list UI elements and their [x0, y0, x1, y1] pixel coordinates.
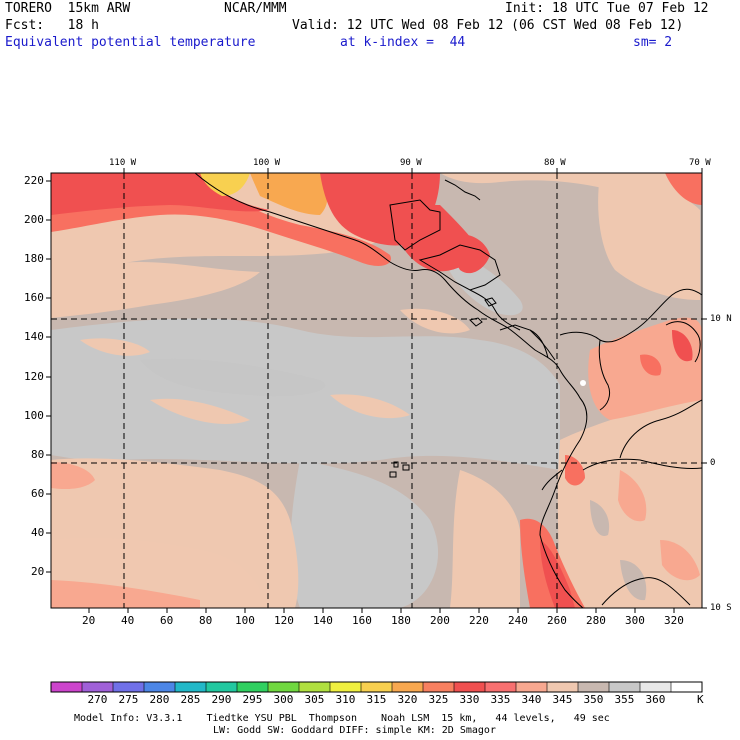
x-tick: 180 — [391, 614, 411, 627]
x-tick: 120 — [274, 614, 294, 627]
y-tick: 80 — [31, 448, 45, 461]
x-tick: 300 — [625, 614, 645, 627]
level-info: at k-index = 44 — [340, 35, 466, 50]
colorbar-label: 350 — [583, 693, 604, 706]
colorbar-swatch — [206, 682, 238, 692]
colorbar-label: 310 — [335, 693, 356, 706]
model-title: TORERO 15km ARW — [5, 1, 131, 16]
x-tick: 80 — [199, 614, 213, 627]
colorbar-label: 335 — [490, 693, 511, 706]
x-tick: 160 — [352, 614, 372, 627]
colorbar-swatch — [671, 682, 703, 692]
colorbar — [50, 681, 703, 693]
colorbar-label: 275 — [118, 693, 139, 706]
x-tick: 240 — [508, 614, 528, 627]
y-tick: 40 — [31, 526, 45, 539]
colorbar-swatch — [237, 682, 269, 692]
colorbar-label: 270 — [87, 693, 108, 706]
colorbar-label: 300 — [273, 693, 294, 706]
lon-label-110w: 110 W — [109, 158, 137, 168]
x-tick: 140 — [313, 614, 333, 627]
colorbar-swatch — [578, 682, 610, 692]
colorbar-frame — [50, 681, 703, 693]
x-tick: 220 — [469, 614, 489, 627]
x-tick: 280 — [586, 614, 606, 627]
y-tick: 120 — [24, 370, 44, 383]
colorbar-label: 305 — [304, 693, 325, 706]
center-title: NCAR/MMM — [224, 1, 287, 16]
field-name: Equivalent potential temperature — [5, 35, 256, 50]
colorbar-swatch — [330, 682, 362, 692]
colorbar-label: 280 — [149, 693, 170, 706]
colorbar-label: 290 — [211, 693, 232, 706]
colorbar-swatch — [485, 682, 517, 692]
forecast-hour: Fcst: 18 h — [5, 18, 99, 33]
grid-lines — [51, 173, 702, 608]
colorbar-swatch — [144, 682, 176, 692]
valid-time: Valid: 12 UTC Wed 08 Feb 12 (06 CST Wed … — [292, 18, 684, 33]
colorbar-label: 330 — [459, 693, 480, 706]
colorbar-swatch — [299, 682, 331, 692]
y-tick: 20 — [31, 565, 45, 578]
colorbar-label: 295 — [242, 693, 263, 706]
init-time: Init: 18 UTC Tue 07 Feb 12 — [505, 1, 709, 16]
theta-e-field — [51, 173, 702, 608]
colorbar-label: 325 — [428, 693, 449, 706]
colorbar-swatch — [423, 682, 455, 692]
model-info-line1: Model Info: V3.3.1 Tiedtke YSU PBL Thomp… — [74, 713, 610, 724]
lat-label-10n: 10 N — [710, 314, 732, 324]
y-tick: 160 — [24, 291, 44, 304]
colorbar-swatch — [516, 682, 548, 692]
lon-label-70w: 70 W — [689, 158, 711, 168]
colorbar-label: 320 — [397, 693, 418, 706]
lat-label-10s: 10 S — [710, 603, 732, 613]
y-tick: 200 — [24, 213, 44, 226]
colorbar-swatch — [175, 682, 207, 692]
colorbar-swatch — [547, 682, 579, 692]
y-tick: 180 — [24, 252, 44, 265]
colorbar-swatch — [454, 682, 486, 692]
colorbar-label: 315 — [366, 693, 387, 706]
model-info-line2: LW: Godd SW: Goddard DIFF: simple KM: 2D… — [213, 725, 496, 736]
colorbar-label: 360 — [645, 693, 666, 706]
x-tick: 20 — [82, 614, 96, 627]
x-tick: 60 — [160, 614, 174, 627]
plot-frame — [50, 172, 703, 609]
colorbar-label: 340 — [521, 693, 542, 706]
lat-label-0: 0 — [710, 458, 716, 468]
colorbar-label: 355 — [614, 693, 635, 706]
colorbar-swatch — [609, 682, 641, 692]
colorbar-swatch — [82, 682, 114, 692]
colorbar-label: 345 — [552, 693, 573, 706]
x-tick: 100 — [235, 614, 255, 627]
smoothing-info: sm= 2 — [633, 35, 673, 50]
colorbar-swatch — [640, 682, 672, 692]
colorbar-unit: K — [697, 693, 704, 706]
colorbar-swatch — [113, 682, 145, 692]
x-tick: 260 — [547, 614, 567, 627]
axis-ticks — [46, 180, 675, 613]
lon-label-80w: 80 W — [544, 158, 566, 168]
y-tick: 140 — [24, 330, 44, 343]
top-ticks — [123, 168, 707, 609]
x-tick: 200 — [430, 614, 450, 627]
colorbar-label: 285 — [180, 693, 201, 706]
x-tick: 40 — [121, 614, 135, 627]
island-marker — [580, 380, 586, 386]
colorbar-swatch — [51, 682, 83, 692]
lon-label-90w: 90 W — [400, 158, 422, 168]
coastlines — [194, 173, 702, 608]
x-tick: 320 — [664, 614, 684, 627]
y-tick: 60 — [31, 487, 45, 500]
colorbar-swatch — [392, 682, 424, 692]
colorbar-swatch — [361, 682, 393, 692]
y-tick: 100 — [24, 409, 44, 422]
colorbar-swatch — [268, 682, 300, 692]
y-tick: 220 — [24, 174, 44, 187]
lon-label-100w: 100 W — [253, 158, 281, 168]
